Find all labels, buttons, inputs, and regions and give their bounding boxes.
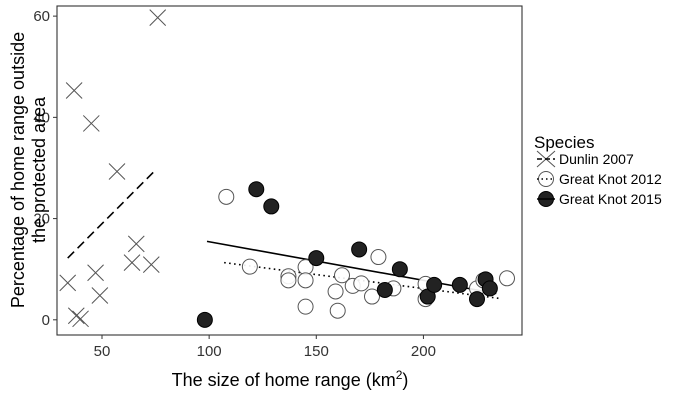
- point-great-knot-2015: [248, 181, 265, 198]
- x-tick-label: 100: [197, 343, 222, 360]
- legend: Species Dunlin 2007 Great Knot 2012 Grea…: [534, 133, 662, 207]
- point-dunlin-2007: [91, 287, 109, 304]
- point-great-knot-2015: [426, 276, 443, 293]
- legend-label-dunlin-2007: Dunlin 2007: [559, 151, 634, 167]
- trend-lines: [67, 169, 501, 300]
- point-dunlin-2007: [123, 254, 141, 271]
- trend-line-dunlin-2007: [67, 169, 157, 259]
- point-great-knot-2015: [391, 261, 408, 278]
- y-axis-ticks: 0 20 40 60: [33, 8, 57, 329]
- point-great-knot-2012: [241, 258, 258, 275]
- point-dunlin-2007: [65, 82, 83, 99]
- y-tick-label: 0: [42, 312, 50, 329]
- x-axis-title: The size of home range (km2): [172, 368, 409, 390]
- point-great-knot-2012: [280, 272, 297, 289]
- point-dunlin-2007: [142, 256, 160, 273]
- y-tick-label: 20: [33, 211, 50, 228]
- point-great-knot-2012: [327, 283, 344, 300]
- point-great-knot-2012: [334, 267, 350, 284]
- point-dunlin-2007: [67, 307, 85, 325]
- point-dunlin-2007: [108, 163, 126, 180]
- point-great-knot-2015: [451, 276, 468, 293]
- point-great-knot-2012: [297, 272, 314, 289]
- legend-key-great-knot-2015: [537, 191, 555, 207]
- point-great-knot-2015: [308, 250, 325, 267]
- point-great-knot-2015: [196, 311, 213, 328]
- point-great-knot-2012: [297, 298, 314, 315]
- x-tick-label: 150: [304, 343, 329, 360]
- legend-key-great-knot-2012: [537, 171, 555, 187]
- point-great-knot-2012: [329, 302, 346, 319]
- legend-key-dunlin-2007: [536, 150, 556, 168]
- x-axis-ticks: 50 100 150 200: [94, 335, 436, 360]
- y-tick-label: 60: [33, 8, 50, 25]
- y-axis-title-line1: Percentage of home range outside: [8, 32, 28, 308]
- point-great-knot-2015: [376, 281, 393, 298]
- trend-line-great-knot-2015: [206, 240, 497, 295]
- point-dunlin-2007: [127, 235, 145, 253]
- point-great-knot-2012: [370, 249, 387, 266]
- x-tick-label: 200: [411, 343, 436, 360]
- legend-title: Species: [534, 133, 594, 152]
- point-dunlin-2007: [72, 310, 89, 328]
- data-points: [59, 9, 515, 328]
- point-great-knot-2015: [263, 198, 280, 215]
- point-great-knot-2012: [353, 275, 370, 292]
- point-great-knot-2012: [499, 270, 515, 287]
- point-dunlin-2007: [87, 264, 104, 282]
- y-axis-title-line2: the protected area: [29, 96, 49, 243]
- point-great-knot-2012: [364, 288, 380, 305]
- point-dunlin-2007: [59, 274, 77, 292]
- point-great-knot-2015: [351, 241, 368, 258]
- point-great-knot-2012: [218, 188, 235, 205]
- point-dunlin-2007: [82, 115, 100, 132]
- trend-line-great-knot-2012: [224, 261, 501, 300]
- point-great-knot-2015: [481, 280, 498, 297]
- x-tick-label: 50: [94, 343, 111, 360]
- point-dunlin-2007: [149, 9, 167, 26]
- y-axis-title: Percentage of home range outside the pro…: [8, 32, 49, 308]
- point-great-knot-2015: [469, 291, 485, 308]
- legend-label-great-knot-2015: Great Knot 2015: [559, 191, 662, 207]
- legend-label-great-knot-2012: Great Knot 2012: [559, 171, 662, 187]
- y-tick-label: 40: [33, 109, 50, 126]
